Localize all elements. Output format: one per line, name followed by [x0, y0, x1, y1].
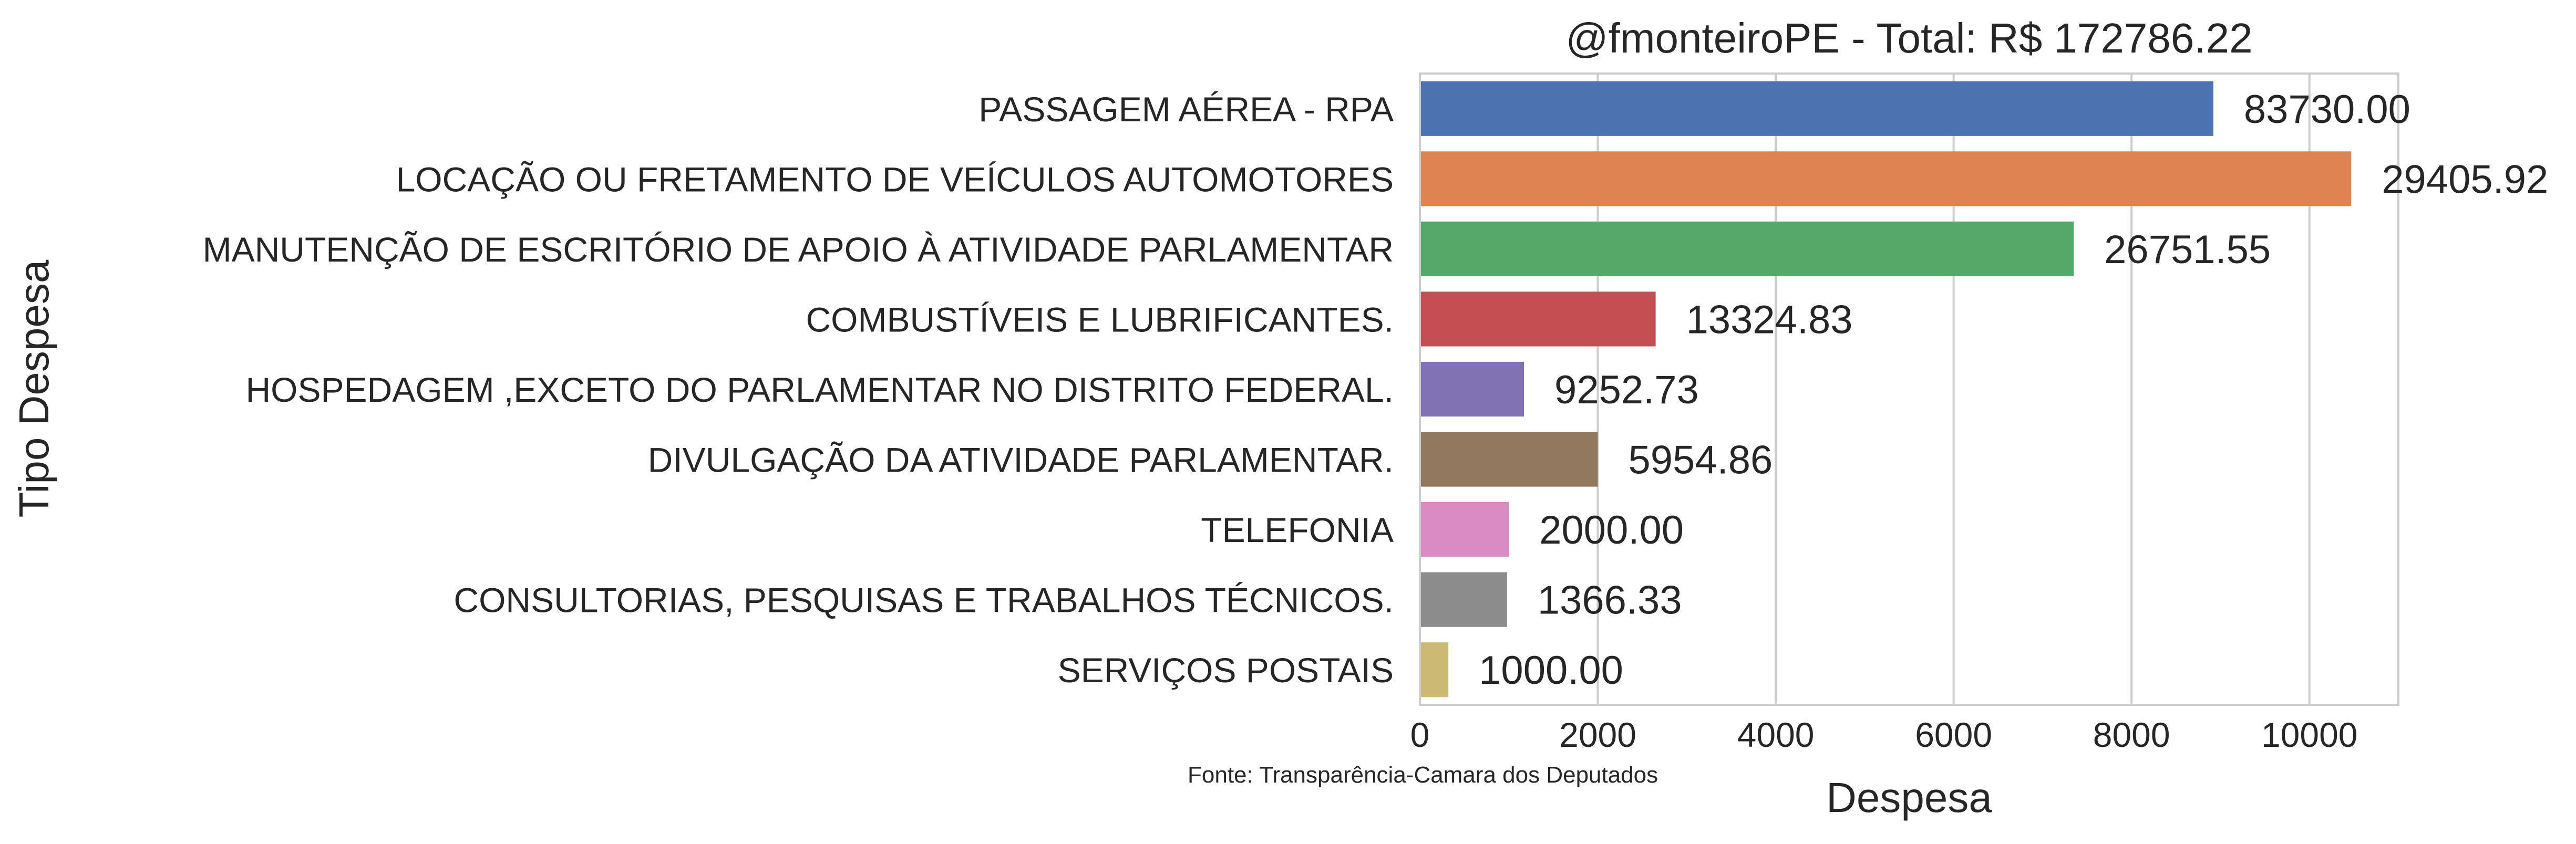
bars — [1420, 81, 2352, 697]
bar-value-label: 9252.73 — [1554, 368, 1699, 412]
y-tick-label: CONSULTORIAS, PESQUISAS E TRABALHOS TÉCN… — [454, 581, 1394, 620]
bar — [1420, 572, 1507, 627]
y-tick-label: TELEFONIA — [1201, 510, 1394, 549]
x-axis-tick-labels: 0 2000 4000 6000 8000 10000 — [1410, 715, 2358, 754]
x-tick-label: 8000 — [2093, 715, 2170, 754]
bar — [1420, 221, 2074, 276]
bar — [1420, 361, 1524, 417]
y-tick-label: MANUTENÇÃO DE ESCRITÓRIO DE APOIO À ATIV… — [203, 230, 1394, 269]
y-tick-label: SERVIÇOS POSTAIS — [1058, 651, 1394, 690]
bar-value-label: 29405.92 — [2382, 157, 2548, 202]
y-tick-label: HOSPEDAGEM ,EXCETO DO PARLAMENTAR NO DIS… — [246, 370, 1394, 409]
bar — [1420, 432, 1598, 487]
bar-value-label: 83730.00 — [2244, 87, 2410, 132]
y-tick-label: DIVULGAÇÃO DA ATIVIDADE PARLAMENTAR. — [648, 441, 1394, 480]
bar — [1420, 502, 1509, 557]
x-tick-label: 2000 — [1559, 715, 1636, 754]
bar — [1420, 151, 2352, 206]
bar — [1420, 291, 1656, 347]
bar-value-label: 13324.83 — [1686, 297, 1853, 342]
chart-title: @fmonteiroPE - Total: R$ 172786.22 — [1565, 15, 2252, 61]
plot-frame — [1419, 72, 2399, 706]
y-axis-title: Tipo Despesa — [11, 259, 57, 517]
source-note: Fonte: Transparência-Camara dos Deputado… — [1188, 762, 1658, 788]
x-tick-label: 0 — [1410, 715, 1430, 754]
y-tick-label: COMBUSTÍVEIS E LUBRIFICANTES. — [806, 300, 1394, 339]
bar-value-label: 1000.00 — [1479, 648, 1623, 693]
bar-value-label: 2000.00 — [1539, 508, 1684, 553]
x-tick-label: 6000 — [1915, 715, 1992, 754]
y-tick-label: PASSAGEM AÉREA - RPA — [978, 90, 1394, 129]
bar-value-labels: 83730.00 29405.92 26751.55 13324.83 9252.73 5… — [1479, 87, 2548, 693]
bar-value-label: 1366.33 — [1538, 578, 1682, 623]
bar-value-label: 5954.86 — [1629, 438, 1773, 483]
bar — [1420, 642, 1449, 697]
x-tick-label: 10000 — [2261, 715, 2358, 754]
y-axis-tick-labels: PASSAGEM AÉREA - RPA LOCAÇÃO OU FRETAMENT… — [203, 90, 1394, 690]
bar-value-label: 26751.55 — [2104, 227, 2271, 272]
x-axis-title: Despesa — [1826, 774, 1992, 821]
x-tick-label: 4000 — [1737, 715, 1815, 754]
bar — [1420, 81, 2213, 136]
y-tick-label: LOCAÇÃO OU FRETAMENTO DE VEÍCULOS AUTOMO… — [396, 160, 1394, 199]
